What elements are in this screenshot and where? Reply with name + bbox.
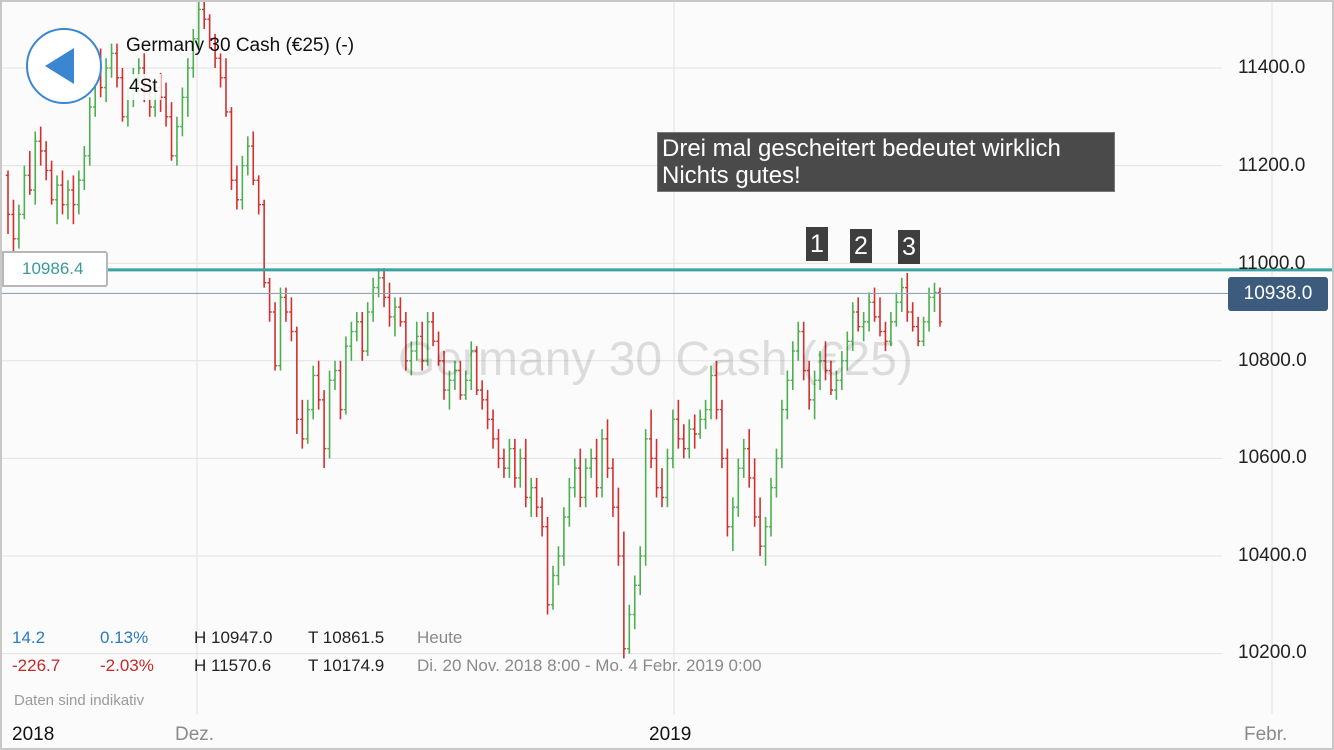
y-tick-label: 10800.0	[1238, 350, 1307, 371]
current-price-label: 10938.0	[1228, 277, 1328, 311]
marker-3[interactable]: 3	[898, 230, 920, 264]
annotation-note[interactable]: Drei mal gescheitert bedeutet wirklich N…	[657, 132, 1115, 192]
today-label: Heute	[417, 628, 463, 647]
range-percent: -2.03%	[100, 656, 154, 675]
range-label: Di. 20 Nov. 2018 8:00 - Mo. 4 Febr. 2019…	[417, 656, 762, 675]
annotation-line-1: Drei mal gescheitert bedeutet wirklich	[662, 135, 1061, 162]
range-low: T 10174.9	[308, 656, 385, 675]
x-tick-label: 2018	[12, 724, 55, 745]
annotation-line-2: Nichts gutes!	[662, 162, 801, 189]
y-tick-label: 11400.0	[1238, 57, 1306, 78]
disclaimer: Daten sind indikativ	[14, 692, 145, 709]
y-tick-label: 10400.0	[1238, 545, 1307, 566]
y-tick-label: 11200.0	[1238, 155, 1306, 176]
today-high: H 10947.0	[194, 628, 273, 647]
back-arrow-icon	[45, 48, 74, 84]
resistance-level-label[interactable]: 10986.4	[2, 251, 108, 287]
back-button[interactable]	[26, 28, 102, 104]
ohlc-bars	[5, 2, 943, 659]
instrument-title: Germany 30 Cash (€25) (-)	[126, 35, 355, 56]
range-high: H 11570.6	[194, 656, 272, 675]
y-tick-label: 11000.0	[1238, 253, 1306, 274]
marker-1[interactable]: 1	[806, 227, 828, 261]
x-tick-label: Febr.	[1244, 724, 1288, 745]
x-tick-label: 2019	[649, 724, 692, 745]
range-change: -226.7	[12, 656, 61, 675]
horizontal-lines	[2, 268, 1332, 295]
today-percent: 0.13%	[100, 628, 149, 647]
y-tick-label: 10200.0	[1238, 642, 1307, 663]
chart-watermark: Germany 30 Cash (€25)	[398, 333, 913, 386]
x-tick-label: Dez.	[175, 724, 215, 745]
y-tick-label: 10600.0	[1238, 447, 1307, 468]
grid	[2, 2, 1273, 714]
timeframe-label[interactable]: 4St	[126, 74, 161, 100]
today-low: T 10861.5	[308, 628, 385, 647]
marker-2[interactable]: 2	[850, 229, 872, 263]
today-change: 14.2	[12, 628, 46, 647]
